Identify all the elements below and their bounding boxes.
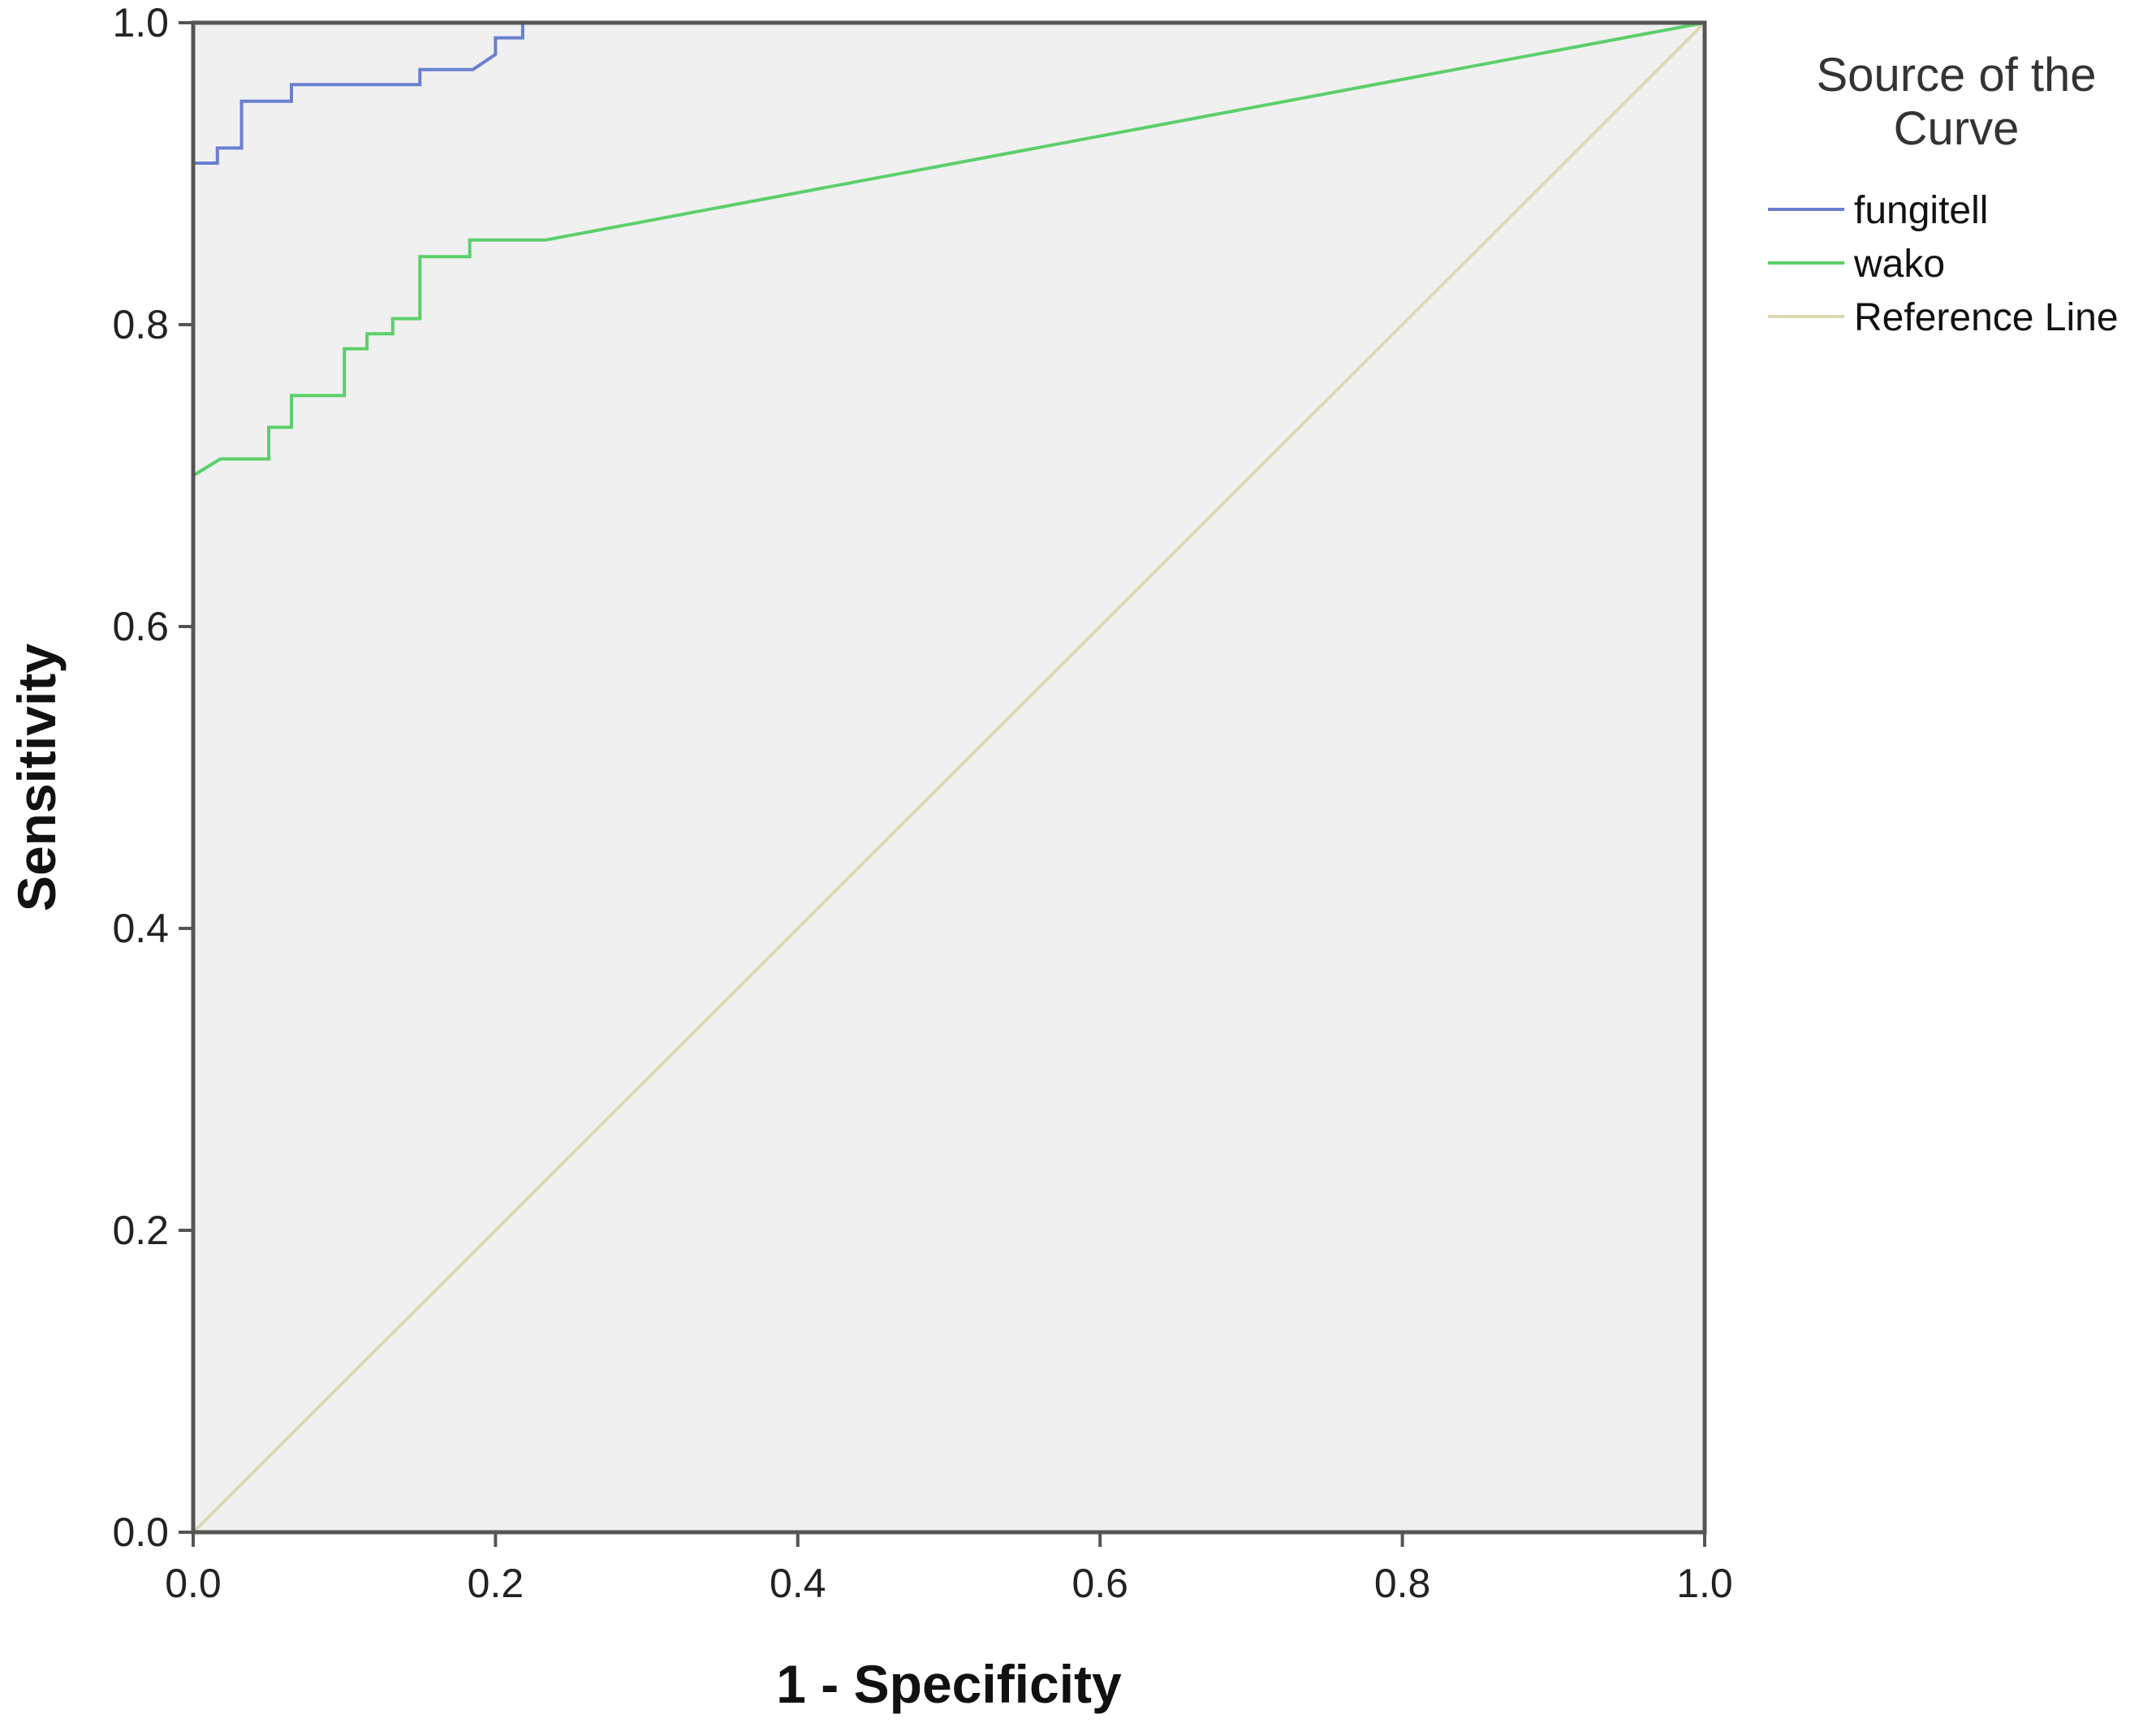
series-line-wako <box>192 21 1705 1532</box>
y-tick-label: 1.0 <box>112 0 169 45</box>
legend-title-line-1: Source of the <box>1817 49 2097 101</box>
plot-frame <box>191 20 1707 1535</box>
x-tick-label: 0.6 <box>1072 1561 1128 1606</box>
legend-title-line-2: Curve <box>1894 102 2020 155</box>
y-tick-label: 0.0 <box>112 1510 169 1555</box>
series-line-reference-line <box>192 21 1706 1534</box>
series-line-fungitell <box>192 21 1705 1532</box>
y-tick-label: 0.2 <box>112 1208 169 1253</box>
legend-label-fungitell: fungitell <box>1854 189 1988 232</box>
y-tick-label: 0.8 <box>112 302 169 347</box>
legend-items: fungitell wako Reference Line <box>1768 189 2119 339</box>
y-tick-label: 0.6 <box>112 604 169 649</box>
y-tick-label: 0.4 <box>112 906 169 951</box>
y-axis-title: Sensitivity <box>6 644 67 911</box>
x-tick-label: 0.0 <box>165 1561 222 1606</box>
legend-label-wako: wako <box>1853 243 1945 286</box>
x-tick-label: 1.0 <box>1676 1561 1733 1606</box>
x-tick-label: 0.8 <box>1374 1561 1431 1606</box>
x-tick-label: 0.4 <box>770 1561 826 1606</box>
axis-layer: 0.0 0.2 0.4 0.6 0.8 1.0 0.0 0.2 0.4 0.6 0.8 1.0 <box>112 0 1732 1606</box>
legend: Source of the Curve fungitell wako Referen… <box>1768 49 2119 339</box>
legend-label-reference-line: Reference Line <box>1854 296 2119 339</box>
x-tick-label: 0.2 <box>468 1561 524 1606</box>
series-layer <box>192 21 1706 1534</box>
x-axis-title: 1 - Specificity <box>776 1654 1122 1714</box>
